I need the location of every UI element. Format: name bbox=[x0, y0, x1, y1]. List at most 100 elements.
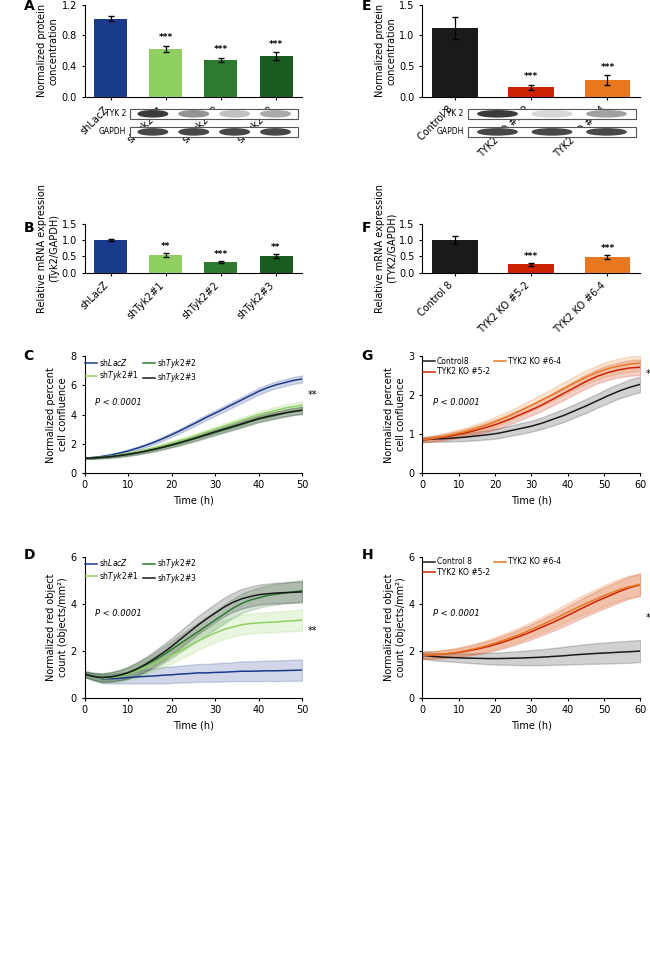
sh$Tyk2$#1 bbox=[116, 449, 124, 461]
Control8 bbox=[473, 430, 481, 442]
sh$Tyk2$#3 bbox=[290, 405, 298, 417]
sh$Tyk2$#3 bbox=[211, 426, 219, 437]
Text: ***: *** bbox=[524, 72, 538, 81]
sh$Tyk2$#3 bbox=[116, 670, 124, 681]
Y-axis label: Relative mRNA expression
(Tyk2/GAPDH): Relative mRNA expression (Tyk2/GAPDH) bbox=[37, 183, 58, 312]
TYK2 KO #6-4 bbox=[614, 360, 622, 372]
sh$LacZ$ bbox=[229, 666, 237, 677]
sh$Tyk2$#1 bbox=[272, 616, 280, 628]
sh$Tyk2$#3 bbox=[281, 407, 289, 419]
sh$LacZ$ bbox=[177, 425, 185, 436]
TYK2 KO #6-4 bbox=[560, 608, 568, 620]
Control8 bbox=[614, 386, 622, 397]
Y-axis label: Normalized percent
cell confluence: Normalized percent cell confluence bbox=[384, 367, 406, 463]
Control 8 bbox=[593, 647, 601, 659]
Ellipse shape bbox=[532, 110, 571, 117]
sh$Tyk2$#3 bbox=[116, 450, 124, 462]
sh$Tyk2$#2 bbox=[255, 414, 263, 426]
sh$Tyk2$#1 bbox=[203, 631, 211, 643]
sh$Tyk2$#3 bbox=[203, 428, 211, 440]
sh$Tyk2$#3 bbox=[185, 627, 193, 638]
Control 8 bbox=[462, 652, 470, 664]
Control 8 bbox=[495, 653, 502, 665]
sh$LacZ$ bbox=[272, 379, 280, 390]
sh$Tyk2$#2 bbox=[272, 410, 280, 422]
Ellipse shape bbox=[478, 129, 517, 135]
TYK2 KO #5-2 bbox=[538, 622, 546, 633]
TYK2 KO #5-2 bbox=[495, 637, 502, 649]
TYK2 KO #6-4 bbox=[636, 357, 644, 369]
sh$Tyk2$#3 bbox=[229, 421, 237, 432]
sh$LacZ$ bbox=[81, 669, 88, 680]
TYK2 KO #6-4 bbox=[527, 624, 535, 635]
Bar bbox=[205, 60, 237, 97]
TYK2 KO #5-2 bbox=[517, 630, 525, 642]
Ellipse shape bbox=[179, 129, 209, 135]
TYK2 KO #6-4 bbox=[451, 646, 459, 658]
sh$Tyk2$#3 bbox=[237, 593, 245, 605]
sh$LacZ$ bbox=[211, 407, 219, 419]
sh$Tyk2$#3 bbox=[89, 452, 97, 464]
TYK2 KO #5-2 bbox=[419, 434, 426, 446]
TYK2 KO #6-4 bbox=[429, 649, 437, 661]
sh$Tyk2$#3 bbox=[272, 588, 280, 599]
Bar bbox=[205, 263, 237, 272]
sh$LacZ$ bbox=[220, 667, 228, 678]
Y-axis label: Normalized red object
count (objects/mm²): Normalized red object count (objects/mm²… bbox=[384, 573, 406, 681]
Ellipse shape bbox=[532, 129, 571, 135]
sh$Tyk2$#1 bbox=[237, 415, 245, 427]
sh$LacZ$ bbox=[281, 665, 289, 676]
TYK2 KO #5-2 bbox=[571, 606, 578, 618]
sh$Tyk2$#2 bbox=[150, 655, 158, 667]
TYK2 KO #6-4 bbox=[462, 426, 470, 437]
X-axis label: Time (h): Time (h) bbox=[511, 720, 552, 731]
sh$Tyk2$#2 bbox=[116, 670, 124, 681]
Legend: Control8, TYK2 KO #5-2, TYK2 KO #6-4: Control8, TYK2 KO #5-2, TYK2 KO #6-4 bbox=[423, 357, 562, 377]
TYK2 KO #5-2 bbox=[549, 617, 557, 629]
TYK2 KO #6-4 bbox=[614, 584, 622, 595]
sh$Tyk2$#1 bbox=[116, 671, 124, 682]
sh$Tyk2$#3 bbox=[211, 607, 219, 619]
sh$Tyk2$#1 bbox=[177, 434, 185, 446]
sh$Tyk2$#1 bbox=[142, 444, 150, 456]
sh$LacZ$ bbox=[290, 375, 298, 386]
sh$Tyk2$#3 bbox=[150, 653, 158, 665]
sh$LacZ$ bbox=[185, 421, 193, 432]
TYK2 KO #6-4 bbox=[549, 388, 557, 400]
TYK2 KO #5-2 bbox=[527, 626, 535, 637]
sh$Tyk2$#1 bbox=[81, 669, 88, 680]
sh$Tyk2$#3 bbox=[229, 596, 237, 608]
sh$Tyk2$#2 bbox=[281, 588, 289, 599]
X-axis label: Time (h): Time (h) bbox=[173, 496, 214, 506]
sh$Tyk2$#1 bbox=[133, 666, 140, 677]
Ellipse shape bbox=[587, 110, 626, 117]
sh$LacZ$ bbox=[229, 398, 237, 410]
Control8 bbox=[527, 421, 535, 432]
sh$Tyk2$#3 bbox=[185, 434, 193, 446]
TYK2 KO #6-4 bbox=[419, 434, 426, 446]
TYK2 KO #5-2 bbox=[495, 418, 502, 429]
sh$Tyk2$#3 bbox=[107, 451, 114, 463]
sh$Tyk2$#3 bbox=[168, 439, 176, 451]
sh$Tyk2$#2 bbox=[229, 422, 237, 433]
Control8 bbox=[582, 400, 590, 412]
Ellipse shape bbox=[220, 129, 250, 135]
sh$Tyk2$#3 bbox=[237, 418, 245, 429]
TYK2 KO #6-4 bbox=[582, 597, 590, 609]
TYK2 KO #6-4 bbox=[538, 619, 546, 630]
sh$LacZ$ bbox=[290, 665, 298, 676]
Control 8 bbox=[527, 652, 535, 664]
TYK2 KO #5-2 bbox=[451, 647, 459, 659]
sh$LacZ$ bbox=[133, 671, 140, 683]
sh$Tyk2$#3 bbox=[81, 669, 88, 680]
Text: ***: *** bbox=[524, 252, 538, 262]
Bar bbox=[468, 127, 636, 137]
Text: H: H bbox=[361, 549, 373, 562]
Control8 bbox=[429, 433, 437, 445]
Control 8 bbox=[604, 647, 612, 659]
TYK2 KO #5-2 bbox=[571, 382, 578, 393]
sh$Tyk2$#2 bbox=[194, 626, 202, 637]
TYK2 KO #5-2 bbox=[582, 600, 590, 612]
TYK2 KO #6-4 bbox=[527, 399, 535, 411]
Control 8 bbox=[538, 651, 546, 663]
